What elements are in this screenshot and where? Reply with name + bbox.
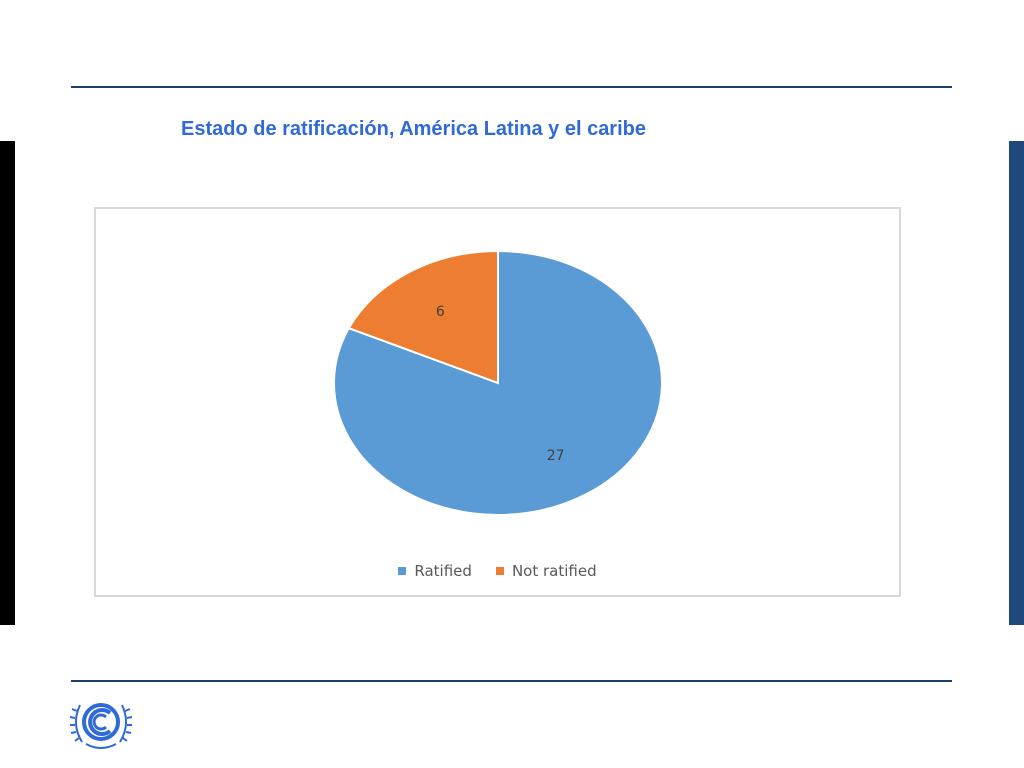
legend-label: Ratified: [414, 562, 472, 580]
pie-data-labels: 27 6: [436, 304, 565, 464]
chart-legend: Ratified Not ratified: [96, 562, 899, 580]
legend-label: Not ratified: [511, 562, 597, 580]
left-accent-bar: [0, 141, 15, 625]
legend-item-ratified: Ratified: [398, 562, 472, 580]
unfccc-emblem-icon: [69, 703, 133, 749]
chart-frame: 27 6 Ratified Not ratified: [94, 207, 901, 597]
data-label-not-ratified: 6: [436, 304, 445, 320]
pie-slice-not-ratified: [347, 249, 499, 385]
top-divider: [71, 86, 952, 88]
legend-swatch: [398, 567, 407, 575]
slide-title: Estado de ratificación, América Latina y…: [181, 118, 646, 140]
pie-chart: 27 6: [333, 249, 663, 516]
pie-slices: [333, 249, 663, 516]
legend-swatch: [495, 567, 504, 575]
legend-item-not-ratified: Not ratified: [495, 562, 597, 580]
data-label-ratified: 27: [547, 448, 565, 464]
right-accent-bar: [1009, 141, 1024, 625]
bottom-divider: [71, 680, 952, 682]
